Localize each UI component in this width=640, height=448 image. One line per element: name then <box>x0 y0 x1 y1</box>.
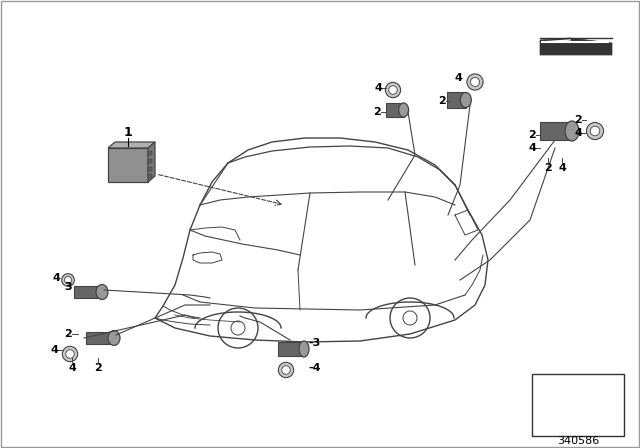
Polygon shape <box>74 286 102 298</box>
Ellipse shape <box>460 92 471 108</box>
Text: 2: 2 <box>574 115 582 125</box>
Text: 4: 4 <box>454 73 462 83</box>
Ellipse shape <box>108 331 120 345</box>
Text: 4: 4 <box>574 128 582 138</box>
Polygon shape <box>148 142 155 182</box>
Polygon shape <box>385 103 404 117</box>
Text: 2: 2 <box>94 363 102 373</box>
Text: -4: -4 <box>308 363 321 373</box>
Text: 1: 1 <box>124 125 132 138</box>
Text: 4: 4 <box>50 345 58 355</box>
Text: -3: -3 <box>308 338 320 348</box>
Polygon shape <box>148 159 152 163</box>
Text: 4: 4 <box>52 273 60 283</box>
Text: 4: 4 <box>558 163 566 173</box>
Text: 2: 2 <box>64 329 72 339</box>
Circle shape <box>66 350 74 358</box>
Circle shape <box>388 86 397 94</box>
Circle shape <box>470 78 479 86</box>
Polygon shape <box>540 38 612 55</box>
Text: 2: 2 <box>528 130 536 140</box>
Text: 2: 2 <box>373 107 381 117</box>
Polygon shape <box>148 151 152 155</box>
Text: 3: 3 <box>65 282 72 292</box>
Text: 2: 2 <box>544 163 552 173</box>
Circle shape <box>385 82 401 98</box>
Polygon shape <box>447 92 466 108</box>
Text: 4: 4 <box>374 83 382 93</box>
Circle shape <box>282 366 291 374</box>
Polygon shape <box>108 148 148 182</box>
Circle shape <box>62 346 77 362</box>
Circle shape <box>65 276 72 284</box>
Polygon shape <box>148 174 152 178</box>
Text: 4: 4 <box>68 363 76 373</box>
Ellipse shape <box>565 121 579 141</box>
Text: 340586: 340586 <box>557 436 599 446</box>
Ellipse shape <box>299 341 309 357</box>
Ellipse shape <box>399 103 408 117</box>
Ellipse shape <box>96 284 108 300</box>
Text: 4: 4 <box>528 143 536 153</box>
Polygon shape <box>108 142 155 148</box>
Polygon shape <box>278 342 304 356</box>
Polygon shape <box>86 332 114 344</box>
Circle shape <box>278 362 294 378</box>
Text: 2: 2 <box>438 96 446 106</box>
Polygon shape <box>540 122 572 140</box>
Circle shape <box>61 274 74 286</box>
Circle shape <box>467 74 483 90</box>
Bar <box>532 374 624 436</box>
Circle shape <box>586 122 604 139</box>
Circle shape <box>590 126 600 136</box>
Polygon shape <box>148 167 152 171</box>
